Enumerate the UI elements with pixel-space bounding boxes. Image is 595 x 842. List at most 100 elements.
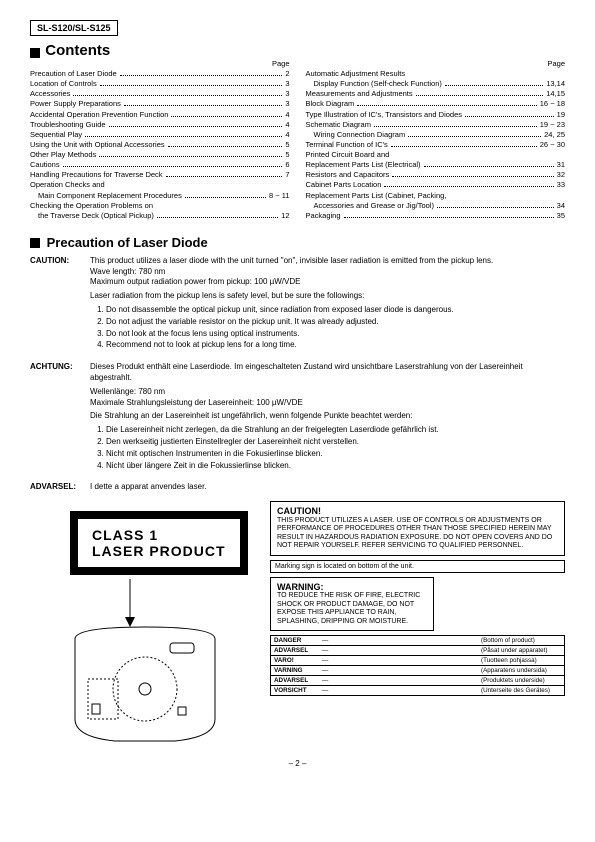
toc-row: Using the Unit with Optional Accessories…	[30, 140, 290, 150]
toc-label: Power Supply Preparations	[30, 99, 121, 109]
toc-row: Accessories3	[30, 89, 290, 99]
square-marker-icon	[30, 238, 40, 248]
advarsel-body: I dette a apparat anvendes laser.	[90, 482, 565, 493]
toc-row: Wiring Connection Diagram24, 25	[306, 130, 566, 140]
toc-row: Troubleshooting Guide 4	[30, 120, 290, 130]
lang-row: VARNING—(Apparatens undersida)	[271, 665, 565, 675]
lang-row: VORSICHT—(Unterseite des Gerätes)	[271, 685, 565, 695]
page-number: – 2 –	[30, 759, 565, 768]
marking-note: Marking sign is located on bottom of the…	[270, 560, 565, 573]
toc-page: 34	[557, 201, 565, 211]
toc-label: Cabinet Parts Location	[306, 180, 382, 190]
toc-label: Packaging	[306, 211, 341, 221]
toc-label: Printed Circuit Board and	[306, 150, 390, 160]
toc-page: 26 ~ 30	[540, 140, 565, 150]
toc-page: 19	[557, 110, 565, 120]
toc-row: Display Function (Self-check Function) 13…	[306, 79, 566, 89]
toc-row: Measurements and Adjustments14,15	[306, 89, 566, 99]
warning-box-title: WARNING:	[277, 582, 427, 593]
toc-row: Accessories and Grease or Jig/Tool) 34	[306, 201, 566, 211]
toc-page: 3	[285, 79, 289, 89]
toc-label: Block Diagram	[306, 99, 355, 109]
toc-page: 2	[285, 69, 289, 79]
toc-row: Automatic Adjustment Results	[306, 69, 566, 79]
toc-row: Schematic Diagram 19 ~ 23	[306, 120, 566, 130]
toc-row: Resistors and Capacitors 32	[306, 170, 566, 180]
toc-row: Cautions 6	[30, 160, 290, 170]
toc-row: Checking the Operation Problems on	[30, 201, 290, 211]
warning-box: WARNING: TO REDUCE THE RISK OF FIRE, ELE…	[270, 577, 434, 631]
toc-page: 4	[285, 110, 289, 120]
caution-box: CAUTION! THIS PRODUCT UTILIZES A LASER. …	[270, 501, 565, 555]
toc-label: Troubleshooting Guide	[30, 120, 106, 130]
toc-label: Operation Checks and	[30, 180, 105, 190]
toc-page: 16 ~ 18	[540, 99, 565, 109]
toc-left: Page Precaution of Laser Diode2Location …	[30, 59, 290, 221]
toc-page: 4	[285, 130, 289, 140]
toc-label: the Traverse Deck (Optical Pickup)	[38, 211, 154, 221]
toc-label: Accidental Operation Prevention Function	[30, 110, 168, 120]
toc-page: 19 ~ 23	[540, 120, 565, 130]
toc-row: Replacement Parts List (Electrical)31	[306, 160, 566, 170]
toc-label: Type Illustration of IC's, Transistors a…	[306, 110, 463, 120]
lang-row: ADVARSEL—(Produktets underside)	[271, 675, 565, 685]
toc-page: 6	[285, 160, 289, 170]
toc-page: 32	[557, 170, 565, 180]
toc-page: 3	[285, 89, 289, 99]
toc-row: Other Play Methods 5	[30, 150, 290, 160]
toc-label: Terminal Function of IC's	[306, 140, 388, 150]
lower-section: CLASS 1 LASER PRODUCT CAUTION! THIS PROD…	[30, 501, 565, 751]
toc-page: 8 ~ 11	[269, 191, 290, 201]
toc-label: Display Function (Self-check Function)	[314, 79, 442, 89]
toc-row: Accidental Operation Prevention Function…	[30, 110, 290, 120]
toc-row: Operation Checks and	[30, 180, 290, 190]
toc-page: 5	[285, 150, 289, 160]
toc-page: 7	[285, 170, 289, 180]
caution-label-de: ACHTUNG:	[30, 362, 90, 474]
toc-row: Location of Controls 3	[30, 79, 290, 89]
toc-row: Sequential Play 4	[30, 130, 290, 140]
toc-row: Block Diagram 16 ~ 18	[306, 99, 566, 109]
toc-label: Other Play Methods	[30, 150, 96, 160]
toc-page: 31	[557, 160, 565, 170]
caution-body-de: Dieses Produkt enthält eine Laserdiode. …	[90, 362, 565, 474]
toc-page: 33	[557, 180, 565, 190]
toc-row: Packaging35	[306, 211, 566, 221]
toc-label: Resistors and Capacitors	[306, 170, 390, 180]
toc-label: Schematic Diagram	[306, 120, 371, 130]
toc-page: 4	[285, 120, 289, 130]
toc-label: Handling Precautions for Traverse Deck	[30, 170, 163, 180]
advarsel: ADVARSEL: I dette a apparat anvendes las…	[30, 482, 565, 493]
page-head-left: Page	[30, 59, 290, 68]
toc-row: Printed Circuit Board and	[306, 150, 566, 160]
toc-page: 12	[281, 211, 289, 221]
toc-label: Replacement Parts List (Cabinet, Packing…	[306, 191, 447, 201]
toc-page: 13,14	[546, 79, 565, 89]
toc-row: Type Illustration of IC's, Transistors a…	[306, 110, 566, 120]
toc-label: Main Component Replacement Procedures	[38, 191, 182, 201]
toc-label: Accessories and Grease or Jig/Tool)	[314, 201, 434, 211]
toc-row: Power Supply Preparations 3	[30, 99, 290, 109]
advarsel-label: ADVARSEL:	[30, 482, 90, 493]
toc-row: Cabinet Parts Location 33	[306, 180, 566, 190]
toc-label: Sequential Play	[30, 130, 82, 140]
toc-page: 24, 25	[544, 130, 565, 140]
toc-page: 3	[285, 99, 289, 109]
lower-left: CLASS 1 LASER PRODUCT	[30, 501, 260, 751]
toc-label: Checking the Operation Problems on	[30, 201, 153, 211]
toc-label: Automatic Adjustment Results	[306, 69, 406, 79]
caution-label-en: CAUTION:	[30, 256, 90, 354]
caution-en: CAUTION: This product utilizes a laser d…	[30, 256, 565, 354]
model-tab: SL-S120/SL-S125	[30, 20, 118, 36]
language-warning-table: DANGER—(Bottom of product)ADVARSEL—(Påsa…	[270, 635, 565, 696]
toc-row: Terminal Function of IC's 26 ~ 30	[306, 140, 566, 150]
caution-box-title: CAUTION!	[277, 506, 558, 517]
toc-label: Cautions	[30, 160, 60, 170]
toc-page: 14,15	[546, 89, 565, 99]
toc-right: Page Automatic Adjustment ResultsDisplay…	[306, 59, 566, 221]
toc-label: Location of Controls	[30, 79, 97, 89]
toc-label: Using the Unit with Optional Accessories	[30, 140, 165, 150]
lang-row: DANGER—(Bottom of product)	[271, 635, 565, 645]
toc-page: 5	[285, 140, 289, 150]
warning-box-body: TO REDUCE THE RISK OF FIRE, ELECTRIC SHO…	[277, 592, 427, 626]
